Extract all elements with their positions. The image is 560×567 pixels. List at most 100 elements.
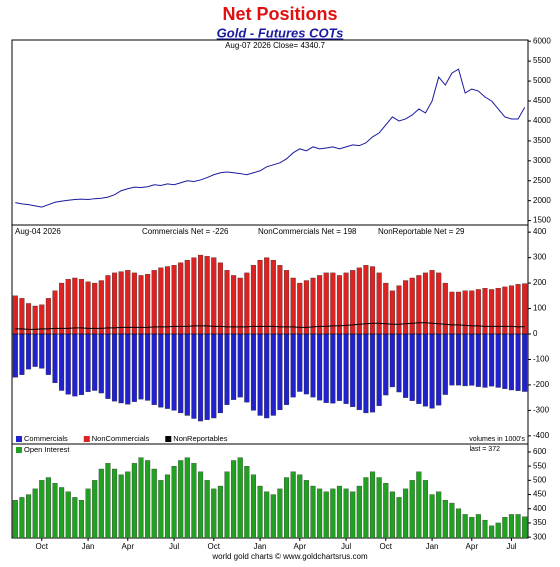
bar bbox=[105, 275, 111, 335]
legend-swatch bbox=[16, 447, 22, 453]
bar bbox=[383, 483, 389, 539]
bar bbox=[191, 333, 197, 419]
legend-label: Commercials bbox=[24, 434, 68, 443]
bar bbox=[310, 333, 316, 398]
bar bbox=[125, 333, 131, 405]
y-tick-label: 6000 bbox=[533, 36, 551, 45]
bar bbox=[403, 488, 409, 539]
bar bbox=[112, 468, 118, 539]
bar bbox=[336, 275, 342, 335]
bar bbox=[442, 500, 448, 539]
bar bbox=[389, 333, 395, 388]
bar bbox=[270, 259, 276, 335]
y-tick-label: 1500 bbox=[533, 216, 551, 225]
bar bbox=[456, 291, 462, 335]
y-tick-label: 3000 bbox=[533, 156, 551, 165]
bar bbox=[409, 277, 415, 335]
bar bbox=[85, 281, 91, 335]
bar bbox=[277, 265, 283, 335]
bar bbox=[105, 463, 111, 539]
bar bbox=[125, 471, 131, 539]
bar bbox=[436, 333, 442, 406]
y-tick-label: 5500 bbox=[533, 56, 551, 65]
bar bbox=[495, 522, 501, 539]
bar bbox=[198, 254, 204, 335]
y-tick-label: 300 bbox=[533, 532, 547, 541]
bar bbox=[52, 290, 58, 335]
bar bbox=[290, 471, 296, 539]
bar bbox=[178, 460, 184, 539]
bar bbox=[92, 333, 98, 391]
bar bbox=[217, 333, 223, 414]
bar bbox=[297, 474, 303, 539]
legend-swatch bbox=[16, 436, 22, 442]
bar bbox=[277, 488, 283, 539]
bar bbox=[138, 457, 144, 539]
bar bbox=[164, 333, 170, 409]
bar bbox=[389, 491, 395, 539]
bar bbox=[32, 488, 38, 539]
bar bbox=[78, 333, 84, 396]
bar bbox=[178, 262, 184, 335]
bar bbox=[489, 333, 495, 387]
y-tick-label: 2000 bbox=[533, 196, 551, 205]
bar bbox=[356, 485, 362, 539]
y-tick-label: 2500 bbox=[533, 176, 551, 185]
bar bbox=[65, 491, 71, 539]
bar bbox=[489, 525, 495, 539]
bar bbox=[515, 514, 521, 539]
bar bbox=[217, 485, 223, 539]
bar bbox=[32, 333, 38, 367]
bar bbox=[145, 333, 151, 401]
bar bbox=[250, 474, 256, 539]
bar bbox=[449, 333, 455, 386]
bar bbox=[482, 288, 488, 335]
bar bbox=[171, 466, 177, 539]
bar bbox=[158, 333, 164, 408]
bar bbox=[105, 333, 111, 399]
legend-swatch bbox=[165, 436, 172, 442]
bar bbox=[151, 333, 157, 405]
bar bbox=[429, 494, 435, 539]
bar bbox=[475, 289, 481, 335]
bar bbox=[343, 488, 349, 539]
bar bbox=[45, 477, 51, 539]
y-tick-label: -200 bbox=[533, 380, 550, 389]
date-label: Aug-04 2026 bbox=[15, 227, 61, 236]
legend-label: NonReportables bbox=[173, 434, 227, 443]
bar bbox=[145, 273, 151, 335]
bar bbox=[85, 488, 91, 539]
bar bbox=[343, 333, 349, 404]
bar bbox=[39, 333, 45, 369]
bar bbox=[350, 333, 356, 407]
bar bbox=[389, 290, 395, 335]
bar bbox=[475, 514, 481, 539]
bar bbox=[403, 280, 409, 335]
bar bbox=[422, 333, 428, 407]
bar bbox=[270, 333, 276, 416]
bar bbox=[482, 333, 488, 388]
bar bbox=[72, 333, 78, 397]
bar bbox=[515, 333, 521, 391]
bar bbox=[383, 333, 389, 396]
bar bbox=[52, 333, 58, 384]
bar bbox=[475, 333, 481, 387]
bar bbox=[125, 270, 131, 335]
bar bbox=[52, 483, 58, 539]
bar bbox=[171, 333, 177, 411]
bar bbox=[151, 270, 157, 335]
bar bbox=[310, 277, 316, 335]
bar bbox=[158, 480, 164, 539]
bar bbox=[502, 517, 508, 539]
bar bbox=[436, 491, 442, 539]
bar bbox=[442, 282, 448, 335]
bar bbox=[462, 290, 468, 335]
x-tick-label: Jul bbox=[341, 542, 351, 551]
bar bbox=[98, 280, 104, 335]
bar bbox=[98, 333, 104, 394]
bar bbox=[469, 290, 475, 335]
bar bbox=[502, 333, 508, 389]
bar bbox=[138, 333, 144, 400]
bar bbox=[350, 491, 356, 539]
bar bbox=[184, 259, 190, 335]
